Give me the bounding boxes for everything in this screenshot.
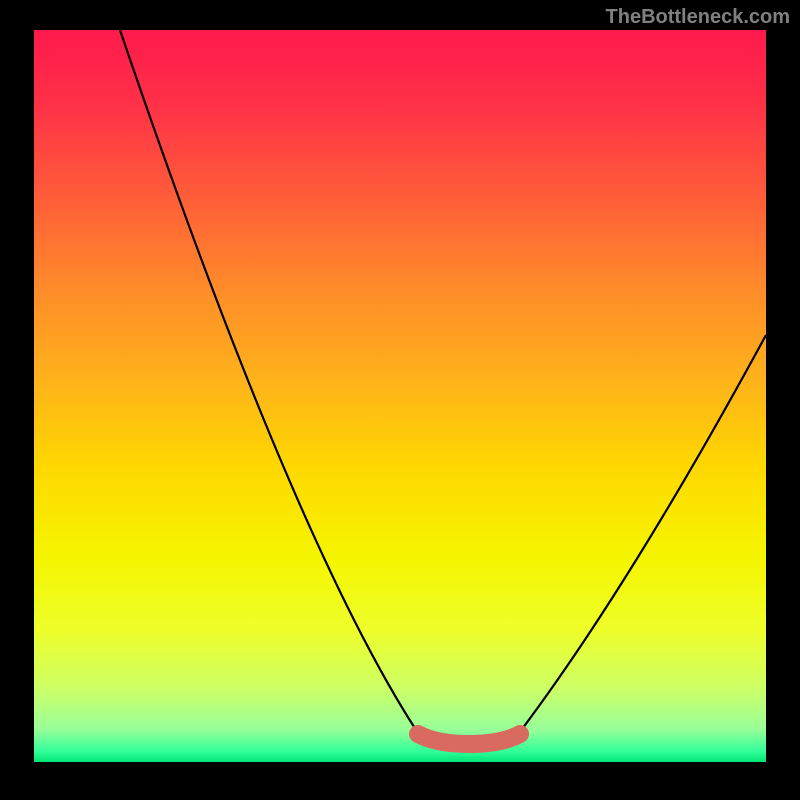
bottleneck-highlight-dot-right: [514, 728, 526, 740]
bottleneck-highlight: [418, 734, 520, 744]
watermark-text: TheBottleneck.com: [606, 6, 790, 29]
chart-container: [34, 30, 766, 762]
curve-left-branch: [120, 30, 426, 745]
bottleneck-highlight-dot-left: [412, 728, 424, 740]
curve-overlay: [34, 30, 766, 762]
curve-right-branch: [510, 335, 766, 745]
